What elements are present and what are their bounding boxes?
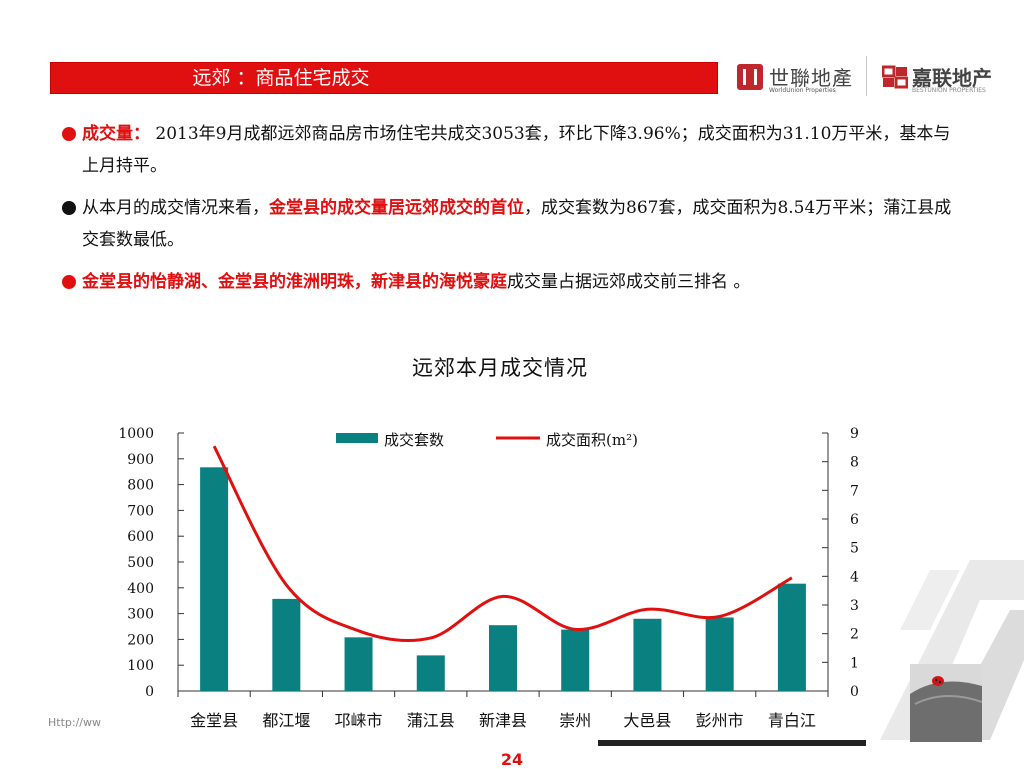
bullet-dot-icon [62,275,76,289]
x-category-label: 崇州 [559,711,591,730]
ladybug-photo [910,664,982,742]
worldunion-logo-subtitle: WorldUnion Properties [769,87,836,94]
y-left-tick-label: 900 [127,452,154,468]
title-banner: 远郊 ：商品住宅成交 [50,62,718,94]
legend-bar-swatch [336,433,378,443]
highlighted-text: 成交量： [82,124,150,144]
bullet-dot-icon [62,201,76,215]
worldunion-logo-icon [737,64,763,90]
y-left-tick-label: 500 [127,555,154,571]
x-category-label: 彭州市 [696,711,744,730]
bar-新津县 [489,625,517,691]
bestunion-logo-subtitle: BESTUNION PROPERTIES [912,87,986,94]
combo-chart: 0 100 200 300 400 500 600 700 800 900 1000 0 1 2 3 4 5 6 7… [100,418,860,738]
y-left-tick-label: 300 [127,607,154,623]
y-right-tick-label: 7 [850,483,859,499]
logo-divider [866,56,867,96]
bullet-item: 金堂县的怡静湖、金堂县的淮洲明珠，新津县的海悦豪庭成交量占据远郊成交前三排名 。 [62,266,962,298]
bar-彭州市 [706,617,734,691]
worldunion-logo: 世聯地產 WorldUnion Properties [737,62,863,96]
legend-bar-label: 成交套数 [384,431,444,449]
bar-蒲江县 [417,655,445,691]
bar-都江堰 [272,599,300,691]
body-text: 从本月的成交情况来看， [82,198,269,218]
legend-line-label: 成交面积(m²) [546,431,638,449]
y-left-tick-label: 100 [127,658,154,674]
x-category-label: 邛崃市 [335,711,383,730]
highlighted-text: 金堂县的成交量居远郊成交的首位 [269,198,524,218]
page-number: 24 [0,750,1024,769]
y-right-tick-label: 3 [850,598,859,614]
line-series-area [214,446,792,640]
bullet-item: 从本月的成交情况来看，金堂县的成交量居远郊成交的首位，成交套数为867套，成交面… [62,192,962,256]
bestunion-logo: 嘉联地产 BESTUNION PROPERTIES [882,62,998,96]
footer-band [598,740,866,746]
bestunion-logo-icon [882,64,908,90]
page-title: 远郊 ：商品住宅成交 [51,63,511,93]
x-category-label: 青白江 [768,711,816,730]
y-left-tick-label: 400 [127,581,154,597]
x-category-label: 蒲江县 [407,711,455,730]
y-right-tick-label: 4 [850,569,859,585]
bullet-dot-icon [62,127,76,141]
footer-url[interactable]: Http://ww [48,716,101,729]
body-text: 2013年9月成都远郊商品房市场住宅共成交3053套，环比下降3.96%；成交面… [82,124,950,176]
y-right-tick-label: 6 [850,512,859,528]
y-right-tick-label: 5 [850,541,859,557]
bar-邛崃市 [345,637,373,691]
y-right-tick-label: 0 [850,684,859,700]
y-right-tick-label: 2 [850,627,859,643]
chart-title: 远郊本月成交情况 [340,352,660,382]
y-left-tick-label: 1000 [118,426,154,442]
highlighted-text: 金堂县的怡静湖、金堂县的淮洲明珠，新津县的海悦豪庭 [82,272,507,292]
bar-金堂县 [200,467,228,691]
ladybug-image [910,664,982,742]
bar-青白江 [778,584,806,691]
y-right-tick-label: 8 [850,455,859,471]
x-category-label: 都江堰 [262,711,310,730]
body-text: 成交量占据远郊成交前三排名 。 [507,272,750,292]
bar-崇州 [561,630,589,691]
y-left-tick-label: 200 [127,632,154,648]
x-category-label: 大邑县 [623,711,671,730]
x-category-label: 金堂县 [190,711,238,730]
bullet-item: 成交量： 2013年9月成都远郊商品房市场住宅共成交3053套，环比下降3.96… [62,118,962,182]
y-left-tick-label: 800 [127,478,154,494]
x-category-label: 新津县 [479,711,527,730]
y-right-tick-label: 9 [850,426,859,442]
y-left-tick-label: 0 [145,684,154,700]
bar-大邑县 [633,619,661,691]
bullet-list: 成交量： 2013年9月成都远郊商品房市场住宅共成交3053套，环比下降3.96… [62,118,962,308]
y-left-tick-label: 700 [127,503,154,519]
y-left-tick-label: 600 [127,529,154,545]
y-right-tick-label: 1 [850,655,859,671]
